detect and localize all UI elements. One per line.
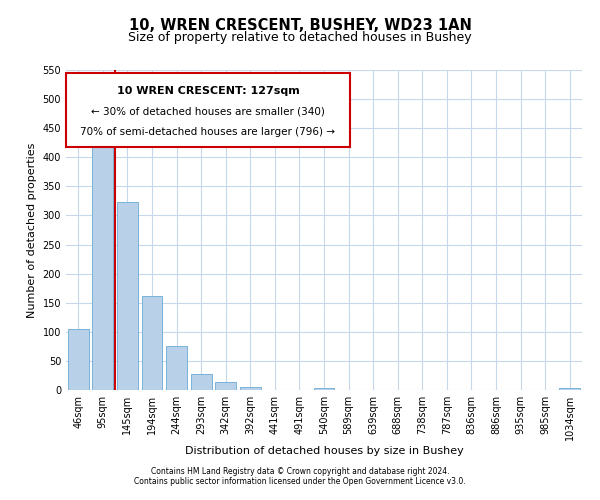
Text: 70% of semi-detached houses are larger (796) →: 70% of semi-detached houses are larger (… <box>80 126 335 136</box>
Text: Contains HM Land Registry data © Crown copyright and database right 2024.: Contains HM Land Registry data © Crown c… <box>151 467 449 476</box>
FancyBboxPatch shape <box>66 73 350 147</box>
Text: Size of property relative to detached houses in Bushey: Size of property relative to detached ho… <box>128 31 472 44</box>
Bar <box>215 382 236 390</box>
Text: 10, WREN CRESCENT, BUSHEY, WD23 1AN: 10, WREN CRESCENT, BUSHEY, WD23 1AN <box>128 18 472 32</box>
Bar <box>68 329 89 390</box>
Bar <box>559 388 580 390</box>
Bar <box>142 296 163 390</box>
Text: Contains public sector information licensed under the Open Government Licence v3: Contains public sector information licen… <box>134 477 466 486</box>
Text: 10 WREN CRESCENT: 127sqm: 10 WREN CRESCENT: 127sqm <box>116 86 299 96</box>
Y-axis label: Number of detached properties: Number of detached properties <box>27 142 37 318</box>
Bar <box>191 374 212 390</box>
Bar <box>166 346 187 390</box>
Bar <box>92 142 113 390</box>
Bar <box>240 387 261 390</box>
X-axis label: Distribution of detached houses by size in Bushey: Distribution of detached houses by size … <box>185 446 463 456</box>
Bar <box>117 202 138 390</box>
Bar <box>314 388 334 390</box>
Text: ← 30% of detached houses are smaller (340): ← 30% of detached houses are smaller (34… <box>91 106 325 117</box>
